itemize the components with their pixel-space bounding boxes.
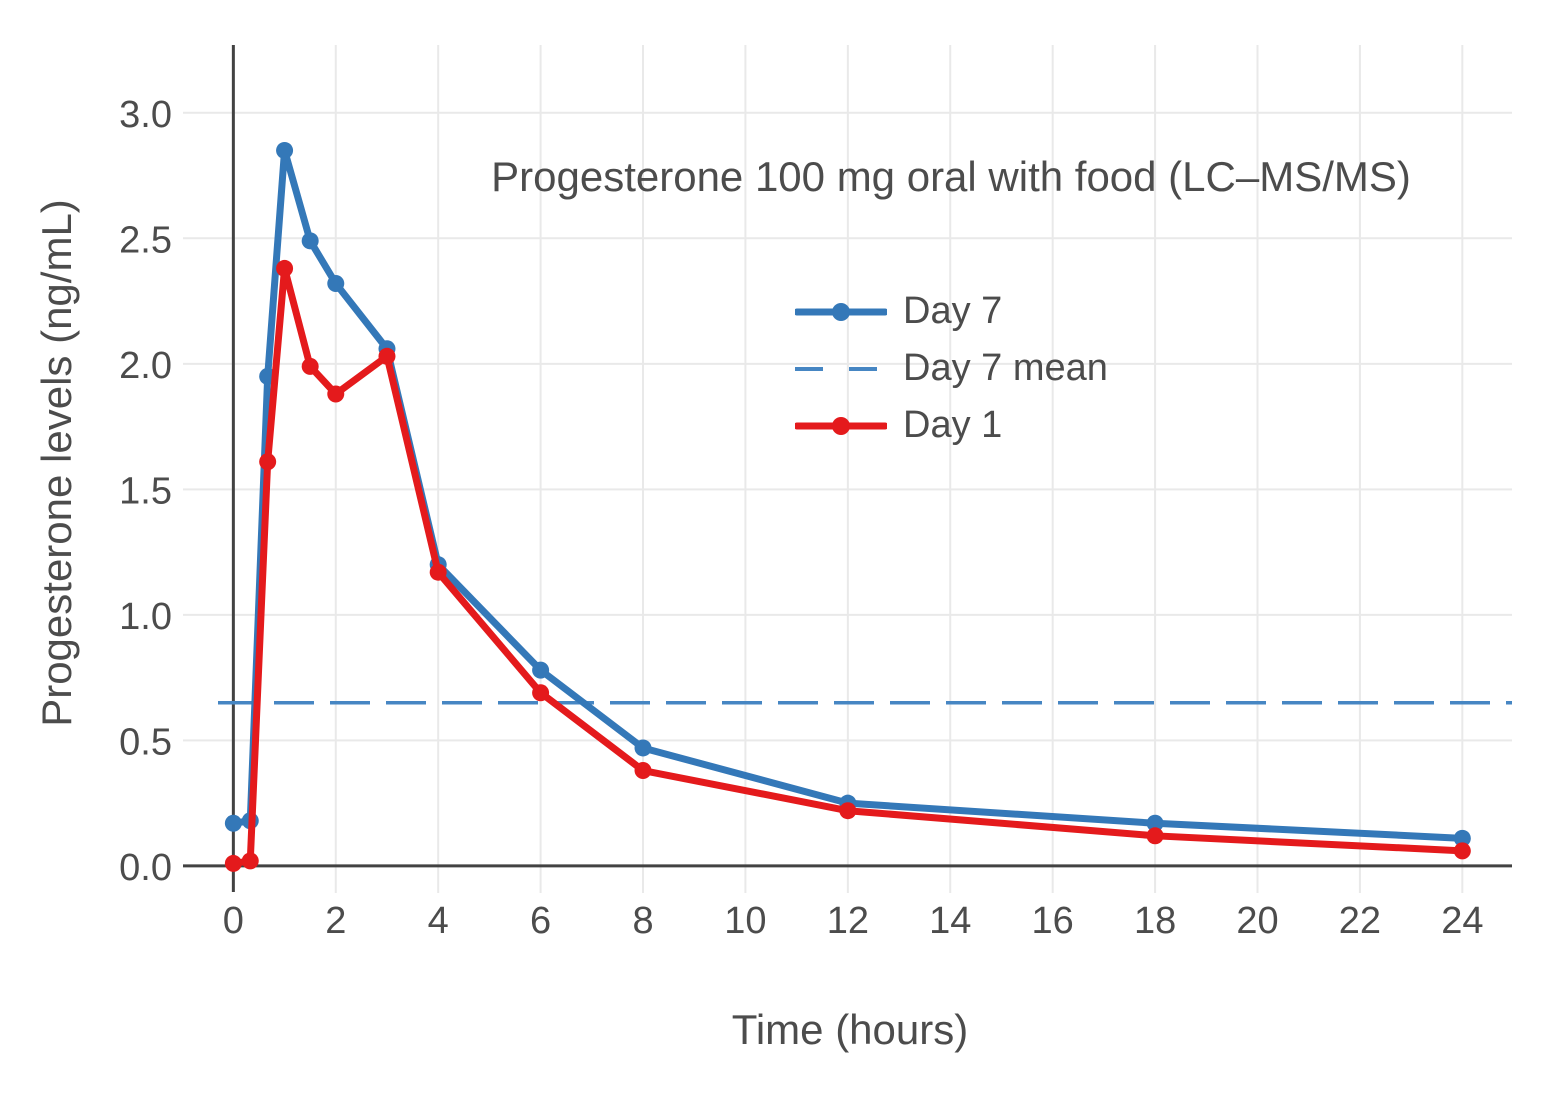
marker-day-1 (276, 259, 294, 277)
x-tick-label: 2 (325, 900, 346, 942)
day-1-line-swatch-icon (795, 416, 887, 435)
x-tick-label: 24 (1441, 900, 1483, 942)
legend-item-day-1[interactable]: Day 1 (795, 397, 1108, 454)
day-7-mean-dash-swatch-icon (795, 366, 887, 371)
x-tick-label: 22 (1339, 900, 1381, 942)
legend: Day 7 Day 7 mean Day 1 (795, 283, 1108, 454)
y-axis-title: Progesterone levels (ng/mL) (33, 199, 80, 727)
marker-day-7 (532, 661, 550, 679)
x-tick-label: 6 (530, 900, 551, 942)
legend-label-day-7-mean: Day 7 mean (903, 347, 1108, 389)
marker-day-7 (276, 141, 294, 159)
x-tick-label: 8 (632, 900, 653, 942)
marker-day-1 (429, 563, 447, 581)
x-tick-label: 16 (1032, 900, 1074, 942)
marker-day-1 (1146, 827, 1164, 845)
chart-title: Progesterone 100 mg oral with food (LC–M… (491, 153, 1411, 200)
marker-day-7 (327, 274, 345, 292)
x-axis-title: Time (hours) (731, 1006, 969, 1053)
marker-day-7 (1146, 814, 1164, 832)
marker-day-1 (1453, 842, 1471, 860)
marker-day-1 (301, 357, 319, 375)
marker-day-1 (634, 762, 652, 780)
x-tick-label: 0 (223, 900, 244, 942)
marker-day-1 (224, 854, 242, 872)
legend-item-day-7-mean[interactable]: Day 7 mean (795, 340, 1108, 397)
x-tick-label: 10 (724, 900, 766, 942)
y-tick-label: 0.5 (119, 721, 172, 763)
marker-day-1 (259, 453, 277, 471)
marker-day-1 (378, 347, 396, 365)
x-tick-label: 20 (1236, 900, 1278, 942)
y-tick-label: 3.0 (119, 94, 172, 136)
y-tick-label: 2.5 (119, 219, 172, 261)
y-tick-label: 1.5 (119, 470, 172, 512)
x-tick-label: 14 (929, 900, 971, 942)
marker-day-1 (839, 802, 857, 820)
marker-day-7 (1453, 829, 1471, 847)
y-tick-label: 1.0 (119, 596, 172, 638)
marker-day-7 (224, 814, 242, 832)
legend-label-day-7: Day 7 (903, 290, 1003, 332)
marker-day-7 (634, 739, 652, 757)
x-tick-label: 4 (428, 900, 449, 942)
legend-label-day-1: Day 1 (903, 404, 1003, 446)
day-7-line-swatch-icon (795, 302, 887, 321)
marker-day-1 (327, 385, 345, 403)
legend-item-day-7[interactable]: Day 7 (795, 283, 1108, 340)
y-tick-label: 2.0 (119, 345, 172, 387)
y-tick-label: 0.0 (119, 847, 172, 889)
marker-day-1 (532, 684, 550, 702)
x-tick-label: 12 (827, 900, 869, 942)
marker-day-7 (301, 232, 319, 250)
marker-day-1 (241, 852, 259, 870)
x-tick-label: 18 (1134, 900, 1176, 942)
